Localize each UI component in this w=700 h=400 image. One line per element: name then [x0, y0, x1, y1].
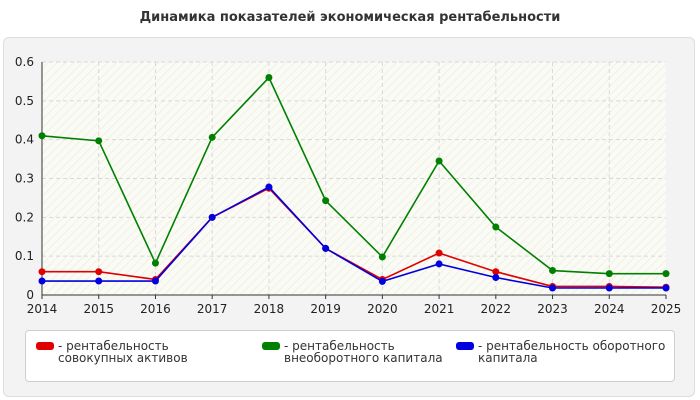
y-tick-label: 0.3 — [15, 172, 34, 186]
data-point[interactable] — [435, 260, 443, 268]
y-tick-label: 0.4 — [15, 133, 34, 147]
data-point[interactable] — [322, 197, 330, 205]
legend: - рентабельность совокупных активов - ре… — [25, 330, 675, 382]
y-tick-label: 0.6 — [15, 55, 34, 69]
x-tick-label: 2021 — [424, 302, 455, 316]
legend-label: - рентабельность совокупных активов — [58, 339, 188, 365]
data-point[interactable] — [435, 157, 443, 165]
series-line — [41, 76, 666, 275]
data-point[interactable] — [265, 183, 273, 191]
x-tick-label: 2022 — [481, 302, 512, 316]
legend-swatch-blue — [456, 342, 474, 350]
x-tick-label: 2014 — [27, 302, 58, 316]
data-point[interactable] — [95, 268, 103, 276]
data-point[interactable] — [151, 259, 159, 267]
x-tick-label: 2018 — [254, 302, 285, 316]
data-point[interactable] — [265, 74, 273, 82]
data-point[interactable] — [38, 277, 46, 285]
data-point[interactable] — [492, 223, 500, 231]
legend-label: - рентабельность оборотного капитала — [478, 339, 666, 365]
x-tick-label: 2024 — [594, 302, 625, 316]
series-group — [38, 74, 670, 292]
tick-labels: 0 0.1 0.2 0.3 0.4 0.5 0.6 2014 2015 2016 2017 2018 2… — [15, 55, 681, 316]
series-line — [42, 187, 667, 289]
data-point[interactable] — [549, 267, 557, 275]
data-point[interactable] — [38, 132, 46, 140]
data-point[interactable] — [95, 277, 103, 285]
y-tick-label: 0.1 — [15, 249, 34, 263]
data-point[interactable] — [95, 137, 103, 145]
y-tick-label: 0.5 — [15, 94, 34, 108]
data-point[interactable] — [38, 268, 46, 276]
data-point[interactable] — [605, 270, 613, 278]
x-tick-label: 2017 — [197, 302, 228, 316]
data-point[interactable] — [322, 244, 330, 252]
data-point[interactable] — [549, 284, 557, 292]
legend-item-noncurrent-capital[interactable]: - рентабельность внеоборотного капитала — [262, 340, 452, 364]
data-point[interactable] — [378, 253, 386, 261]
x-tick-label: 2025 — [651, 302, 682, 316]
x-tick-label: 2023 — [537, 302, 568, 316]
legend-label: - рентабельность внеоборотного капитала — [284, 339, 443, 365]
x-tick-label: 2016 — [140, 302, 171, 316]
grid-lines — [42, 61, 666, 295]
data-point[interactable] — [492, 274, 500, 282]
data-point[interactable] — [208, 133, 216, 141]
data-point[interactable] — [605, 284, 613, 292]
series-2 — [38, 183, 670, 292]
x-tick-label: 2019 — [310, 302, 341, 316]
x-tick-label: 2015 — [83, 302, 114, 316]
legend-item-current-capital[interactable]: - рентабельность оборотного капитала — [456, 340, 666, 364]
data-point[interactable] — [662, 270, 670, 278]
data-point[interactable] — [435, 249, 443, 257]
data-point[interactable] — [378, 277, 386, 285]
data-point[interactable] — [208, 213, 216, 221]
legend-item-total-assets[interactable]: - рентабельность совокупных активов — [36, 340, 236, 364]
y-tick-label: 0.2 — [15, 210, 34, 224]
legend-swatch-red — [36, 342, 54, 350]
data-point[interactable] — [662, 284, 670, 292]
data-point[interactable] — [151, 277, 159, 285]
series-1 — [38, 74, 670, 278]
y-tick-label: 0 — [26, 288, 34, 302]
x-tick-label: 2020 — [367, 302, 398, 316]
axes — [41, 62, 667, 299]
chart-title: Динамика показателей экономическая рента… — [139, 10, 561, 25]
series-line — [42, 186, 666, 289]
data-point[interactable] — [492, 268, 500, 276]
legend-swatch-green — [262, 342, 280, 350]
